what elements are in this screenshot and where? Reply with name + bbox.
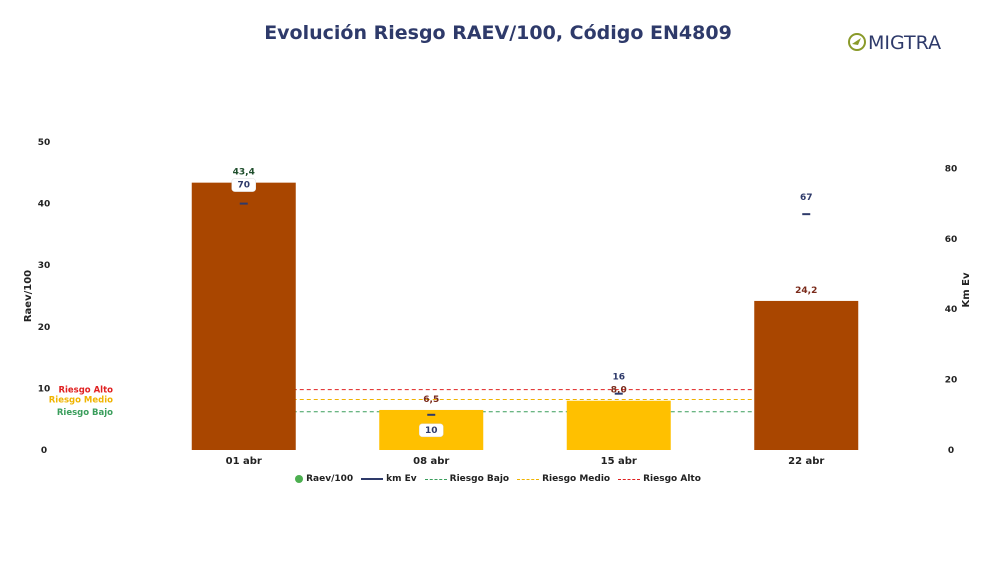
legend-line-swatch bbox=[361, 478, 384, 480]
threshold-label-1: Riesgo Medio bbox=[49, 395, 113, 405]
y2-tick-label-3: 60 bbox=[945, 235, 958, 245]
km-data-label-2: 16 bbox=[612, 373, 625, 383]
bars-layer: 43,4 6,5 8,0 24,2 bbox=[191, 168, 859, 450]
bar-data-label-3: 24,2 bbox=[795, 286, 817, 296]
legend-label: Riesgo Alto bbox=[643, 474, 701, 484]
threshold-label-2: Riesgo Alto bbox=[58, 386, 113, 396]
x-tick-label-1: 08 abr bbox=[413, 456, 449, 467]
legend-item-4: Riesgo Alto bbox=[618, 474, 701, 484]
legend-line-swatch bbox=[517, 478, 540, 480]
km-markers-layer: 70 10 16 67 bbox=[231, 178, 813, 438]
km-data-label-0: 70 bbox=[237, 181, 250, 191]
legend-line-swatch bbox=[618, 478, 641, 480]
y-tick-label-5: 50 bbox=[38, 138, 51, 148]
y-tick-label-3: 30 bbox=[38, 261, 51, 271]
legend-item-2: Riesgo Bajo bbox=[424, 474, 510, 484]
legend-label: Riesgo Bajo bbox=[449, 474, 510, 484]
y-axis-right: 0 20 40 60 80 bbox=[945, 164, 958, 456]
y2-tick-label-1: 20 bbox=[945, 376, 958, 386]
x-tick-label-3: 22 abr bbox=[788, 456, 824, 467]
legend-line-swatch bbox=[424, 478, 447, 480]
bar-data-label-0: 43,4 bbox=[233, 168, 255, 178]
legend-label: Riesgo Medio bbox=[542, 474, 611, 484]
km-label-box-0 bbox=[231, 178, 256, 192]
x-axis: 01 abr 08 abr 15 abr 22 abr bbox=[226, 456, 825, 467]
legend-label: km Ev bbox=[386, 474, 417, 484]
bar-0 bbox=[191, 182, 296, 450]
legend-item-1: km Ev bbox=[361, 474, 417, 484]
y-axis-label: Raev/100 bbox=[23, 270, 34, 322]
bar-2 bbox=[566, 400, 671, 450]
y2-tick-label-2: 40 bbox=[945, 305, 958, 315]
threshold-label-0: Riesgo Bajo bbox=[57, 408, 113, 418]
y-tick-label-2: 20 bbox=[38, 323, 51, 333]
legend-dot-swatch bbox=[295, 475, 304, 483]
chart-title: Evolución Riesgo RAEV/100, Código EN4809 bbox=[264, 22, 732, 44]
y-tick-label-1: 10 bbox=[38, 384, 51, 394]
km-data-label-3: 67 bbox=[800, 193, 813, 203]
x-tick-label-2: 15 abr bbox=[601, 456, 637, 467]
y-tick-label-4: 40 bbox=[38, 200, 51, 210]
y-tick-label-0: 0 bbox=[41, 446, 47, 456]
bar-data-label-1: 6,5 bbox=[423, 395, 439, 405]
legend-item-3: Riesgo Medio bbox=[517, 474, 610, 484]
y2-tick-label-0: 0 bbox=[948, 446, 954, 456]
legend-label: Raev/100 bbox=[306, 474, 354, 484]
migtra-logo: MIGTRA bbox=[848, 32, 941, 54]
x-tick-label-0: 01 abr bbox=[226, 456, 262, 467]
km-label-box-1 bbox=[419, 423, 444, 438]
bar-3 bbox=[754, 300, 859, 450]
y-axis-left: 0 10 20 30 40 50 bbox=[38, 138, 51, 456]
legend-item-0: Raev/100 bbox=[295, 474, 353, 484]
km-data-label-1: 10 bbox=[425, 426, 438, 436]
svg-text:MIGTRA: MIGTRA bbox=[868, 32, 941, 54]
y2-axis-label: Km Ev bbox=[961, 272, 972, 307]
legend: Raev/100 km Ev Riesgo Bajo Riesgo Medio Ries… bbox=[0, 474, 996, 484]
y2-tick-label-4: 80 bbox=[945, 164, 958, 174]
bar-data-label-2: 8,0 bbox=[611, 386, 627, 396]
